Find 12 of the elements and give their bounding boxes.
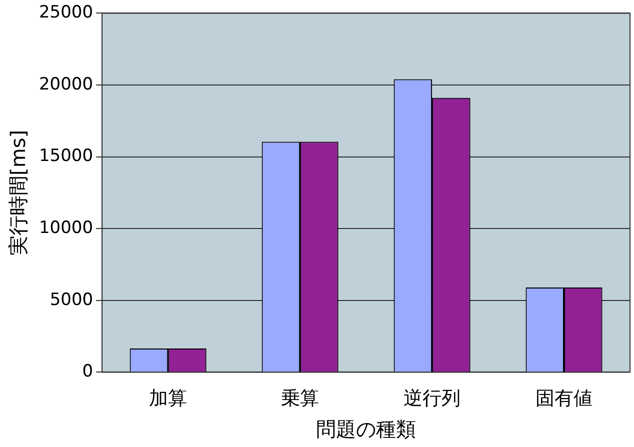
x-axis-title: 問題の種類: [316, 417, 416, 442]
y-tick-label: 20000: [38, 74, 94, 94]
y-axis-title: 実行時間[ms]: [6, 130, 30, 256]
y-tick-label: 5000: [50, 290, 94, 310]
x-tick-label: 逆行列: [404, 388, 461, 410]
y-tick-label: 0: [82, 362, 94, 382]
x-tick-label: 加算: [149, 388, 188, 410]
y-tick-label: 10000: [38, 218, 94, 238]
y-tick-label: 15000: [38, 146, 94, 166]
x-tick-label: 固有値: [536, 388, 593, 410]
y-tick-label: 25000: [38, 2, 94, 23]
x-tick-label: 乗算: [281, 388, 320, 410]
